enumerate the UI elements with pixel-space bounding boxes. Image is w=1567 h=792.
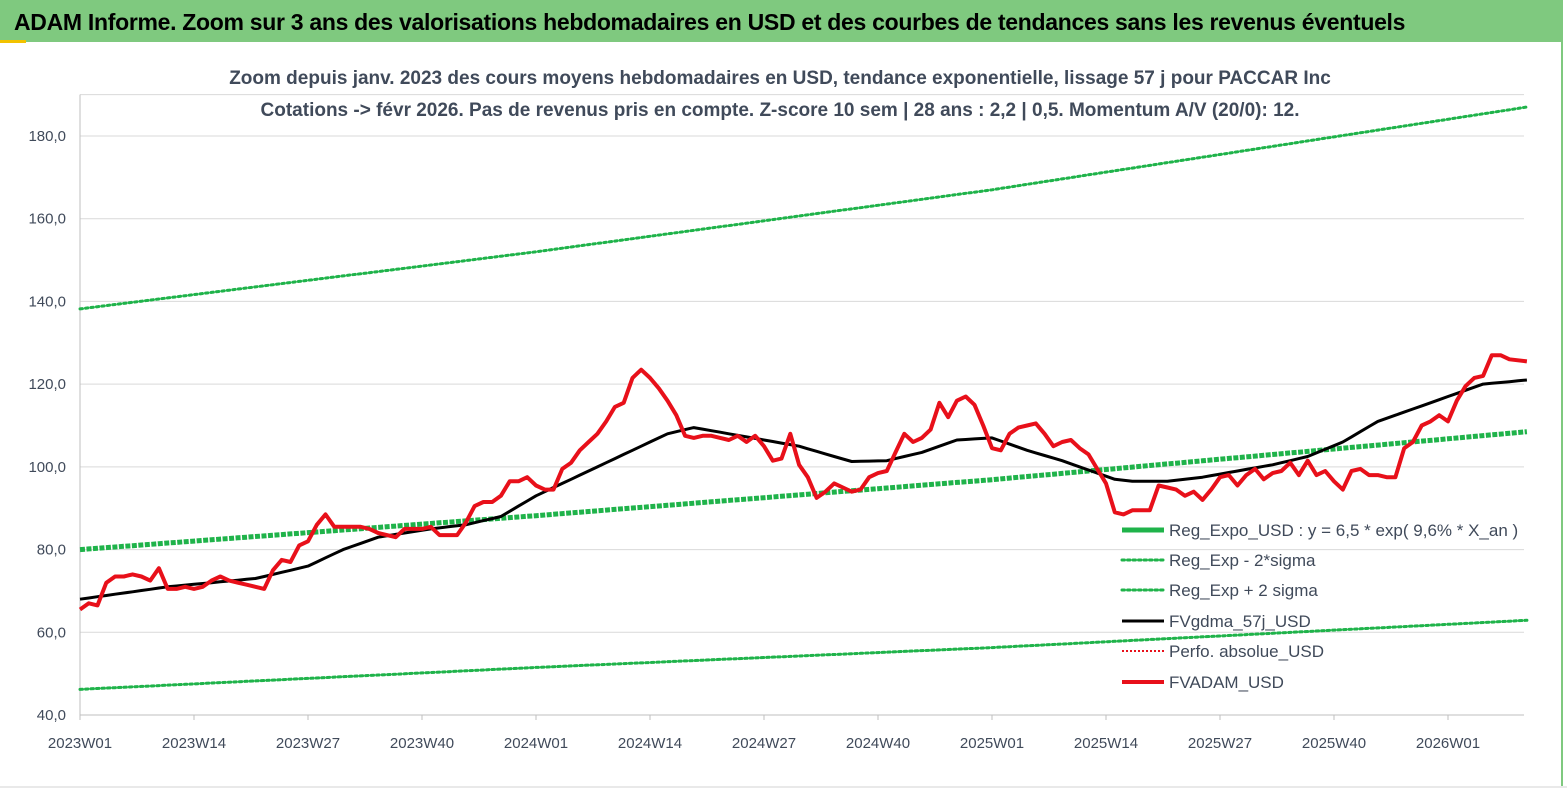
y-tick-label: 100,0	[28, 459, 66, 476]
x-tick-label: 2023W27	[276, 735, 340, 752]
frame-border-right	[1561, 42, 1563, 787]
legend-label: Reg_Exp - 2*sigma	[1169, 551, 1316, 570]
x-tick-label: 2025W14	[1074, 735, 1138, 752]
series-lines	[78, 105, 1529, 691]
y-tick-label: 160,0	[28, 211, 66, 228]
x-tick-label: 2024W14	[618, 735, 682, 752]
x-tick-label: 2024W27	[732, 735, 796, 752]
y-tick-label: 180,0	[28, 128, 66, 145]
legend: Reg_Expo_USD : y = 6,5 * exp( 9,6% * X_a…	[1120, 521, 1518, 692]
chart-subtitle-1: Zoom depuis janv. 2023 des cours moyens …	[229, 68, 1331, 89]
x-tick-label: 2026W01	[1416, 735, 1480, 752]
frame-border-bottom	[0, 786, 1567, 788]
y-tick-label: 80,0	[37, 542, 66, 559]
x-tick-label: 2025W27	[1188, 735, 1252, 752]
y-axis-ticks: 40,0 60,0 80,0 100,0 120,0 140,0 160,0 180,0	[28, 128, 66, 724]
y-tick-label: 120,0	[28, 376, 66, 393]
report-banner: ADAM Informe. Zoom sur 3 ans des valoris…	[0, 0, 1563, 42]
price-line	[78, 353, 1528, 612]
y-tick-label: 40,0	[37, 707, 66, 724]
report-title: ADAM Informe. Zoom sur 3 ans des valoris…	[14, 9, 1406, 35]
x-tick-label: 2025W01	[960, 735, 1024, 752]
legend-label: FVADAM_USD	[1169, 673, 1284, 692]
x-tick-label: 2024W40	[846, 735, 910, 752]
y-tick-label: 60,0	[37, 624, 66, 641]
chart-subtitle-2: Cotations -> févr 2026. Pas de revenus p…	[261, 100, 1300, 121]
x-tick-label: 2024W01	[504, 735, 568, 752]
legend-label: Reg_Exp + 2 sigma	[1169, 581, 1318, 600]
legend-label: Reg_Expo_USD : y = 6,5 * exp( 9,6% * X_a…	[1169, 521, 1518, 540]
chart-area: Zoom depuis janv. 2023 des cours moyens …	[0, 42, 1567, 792]
x-tick-label: 2023W40	[390, 735, 454, 752]
chart-svg: Zoom depuis janv. 2023 des cours moyens …	[28, 68, 1529, 752]
lower-sigma-line	[78, 618, 1529, 691]
trend-line	[79, 429, 1528, 553]
x-tick-label: 2025W40	[1302, 735, 1366, 752]
x-axis-ticks: 2023W01 2023W14 2023W27 2023W40 2024W01 2024W…	[48, 715, 1480, 752]
legend-label: FVgdma_57j_USD	[1169, 612, 1311, 631]
banner-accent	[0, 40, 26, 43]
legend-label: Perfo. absolue_USD	[1169, 642, 1324, 661]
y-tick-label: 140,0	[28, 293, 66, 310]
smoothed-line	[79, 378, 1528, 601]
x-tick-label: 2023W14	[162, 735, 226, 752]
upper-sigma-line	[78, 105, 1529, 311]
x-tick-label: 2023W01	[48, 735, 112, 752]
